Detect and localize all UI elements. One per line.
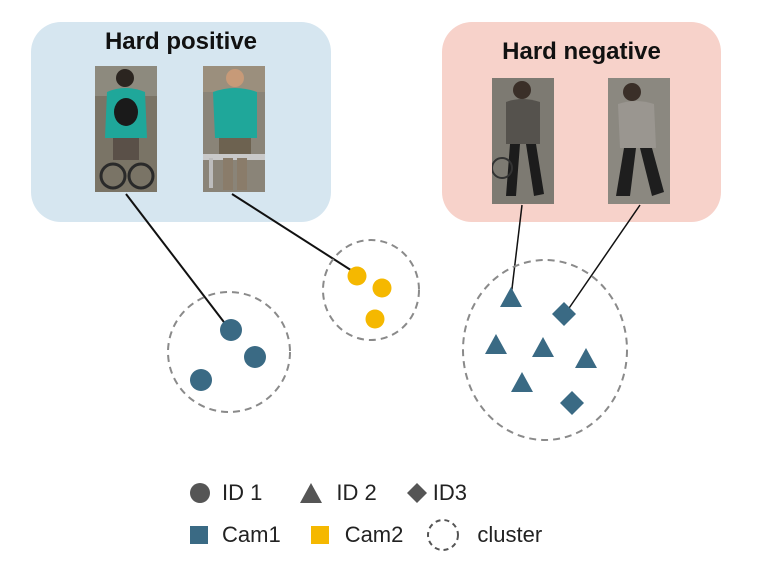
square-icon-cam1	[190, 526, 208, 544]
point-id1-cam1	[220, 319, 242, 341]
point-id1-cam1	[190, 369, 212, 391]
person-image-walker-front	[203, 66, 265, 192]
hard-negative-title: Hard negative	[502, 38, 661, 65]
point-id1-cam1	[244, 346, 266, 368]
person-image-negative-2	[608, 78, 670, 204]
hard-positive-title: Hard positive	[104, 28, 258, 55]
cluster-ring-cam1-mixed	[462, 259, 628, 441]
legend-label-id1: ID 1	[222, 480, 263, 505]
point-id2-cam1	[532, 337, 554, 357]
legend-label-cam2: Cam2	[344, 522, 404, 547]
point-id2-cam1	[575, 348, 597, 368]
person-image-cyclist-back	[95, 66, 157, 192]
triangle-icon	[300, 483, 323, 503]
legend-item-cam1: Cam1	[188, 522, 281, 548]
connector-line-positive-2	[231, 193, 358, 275]
person-image-negative-1	[492, 78, 554, 204]
diamond-icon	[406, 483, 427, 503]
point-id3-cam1	[552, 302, 576, 326]
point-id2-cam1	[500, 287, 522, 307]
legend-item-cluster: cluster	[425, 517, 542, 553]
point-id1-cam2	[365, 309, 385, 329]
legend-label-id3: ID3	[432, 480, 467, 505]
legend-label-cam1: Cam1	[222, 522, 281, 547]
legend-item-id1: ID 1	[188, 480, 262, 506]
hard-positive-panel: Hard positive	[31, 22, 331, 222]
dashed-circle-icon	[427, 519, 460, 551]
point-id2-cam1	[511, 372, 533, 392]
circle-icon	[190, 483, 210, 503]
legend-label-cluster: cluster	[477, 522, 543, 547]
connector-line-negative-2	[564, 204, 641, 315]
legend: ID 1 ID 2 ID3 Cam1 Cam2 cluster	[188, 476, 588, 566]
connector-line-positive-1	[125, 193, 231, 331]
cluster-ring-id1-cam1	[167, 291, 291, 413]
point-id2-cam1	[485, 334, 507, 354]
point-id1-cam2	[372, 278, 392, 298]
cluster-ring-id1-cam2	[322, 239, 420, 341]
legend-item-id2: ID 2	[298, 480, 377, 506]
legend-label-id2: ID 2	[336, 480, 377, 505]
point-id3-cam1	[560, 391, 584, 415]
legend-item-cam2: Cam2	[309, 522, 404, 548]
connector-line-negative-1	[510, 204, 523, 298]
legend-item-id3: ID3	[405, 480, 467, 506]
hard-negative-panel: Hard negative	[442, 22, 721, 222]
square-icon-cam2	[310, 526, 329, 544]
point-id1-cam2	[347, 266, 367, 286]
